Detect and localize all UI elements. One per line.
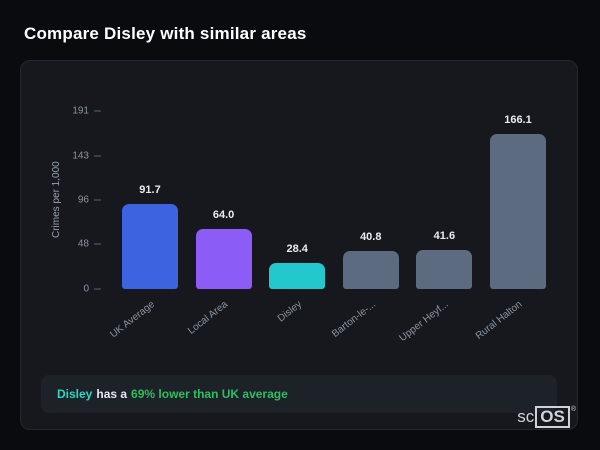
y-tick-mark (94, 110, 101, 112)
bar[interactable] (122, 203, 178, 289)
y-tick: 191 (72, 106, 101, 117)
y-tick-mark (94, 199, 101, 201)
y-tick-mark (94, 155, 101, 157)
y-tick: 0 (83, 284, 101, 295)
bar[interactable] (195, 229, 252, 289)
y-tick-mark (94, 288, 101, 290)
y-axis-title: Crimes per 1,000 (51, 161, 62, 239)
y-tick-label: 0 (83, 283, 89, 295)
bar-value-label: 166.1 (504, 114, 532, 127)
comparison-note: Disley has a 69% lower than UK average (41, 375, 557, 413)
bar-group: 64.0 Local Area (186, 111, 259, 337)
bar[interactable] (489, 134, 546, 289)
note-highlight-text: 69% lower than UK average (131, 387, 288, 401)
chart-card: Crimes per 1,000 0 48 96 143 191 91.7 UK Aver… (20, 60, 578, 430)
x-axis-label: Upper Heyf... (397, 299, 452, 344)
bar-group: 40.8 Barton-le-... (330, 111, 406, 340)
bar-value-label: 28.4 (286, 242, 308, 255)
y-tick-label: 191 (72, 105, 89, 117)
bar-group: 28.4 Disley (262, 111, 332, 324)
x-axis-label: UK Average (108, 299, 157, 341)
bar[interactable] (342, 250, 399, 289)
bar-group: 166.1 Rural Halton (474, 111, 553, 342)
registered-mark-icon: ® (570, 406, 576, 413)
bar-group: 91.7 UK Average (108, 111, 185, 340)
bar-value-label: 64.0 (212, 209, 235, 222)
y-tick: 143 (72, 150, 101, 161)
y-tick-label: 143 (72, 150, 89, 162)
note-area-name: Disley (57, 387, 93, 401)
x-axis-label: Barton-le-... (329, 299, 378, 340)
plot-area: 0 48 96 143 191 91.7 UK Average 64.0 Local Area… (72, 106, 553, 344)
bar-group: 41.6 Upper Heyf... (398, 111, 479, 344)
x-axis-label: Local Area (186, 299, 231, 337)
y-tick-label: 96 (77, 194, 89, 206)
bar[interactable] (416, 250, 473, 289)
logo-boxed: OS (535, 406, 570, 428)
x-axis-label: Disley (275, 299, 304, 325)
bar-value-label: 41.6 (433, 230, 456, 243)
bar-value-label: 91.7 (139, 183, 161, 196)
page-title: Compare Disley with similar areas (24, 24, 307, 43)
y-tick-label: 48 (77, 238, 89, 250)
y-tick: 96 (78, 194, 101, 205)
bar[interactable] (269, 262, 326, 289)
bars-row: 91.7 UK Average 64.0 Local Area 28.4 Disley 40… (108, 111, 553, 344)
note-middle-text: has a (96, 387, 128, 401)
bar-value-label: 40.8 (360, 230, 382, 243)
scos-logo: sc OS ® (517, 406, 576, 428)
x-axis-label: Rural Halton (474, 299, 525, 342)
logo-prefix: sc (517, 407, 535, 426)
y-tick-mark (94, 243, 101, 245)
y-tick: 48 (78, 239, 101, 250)
